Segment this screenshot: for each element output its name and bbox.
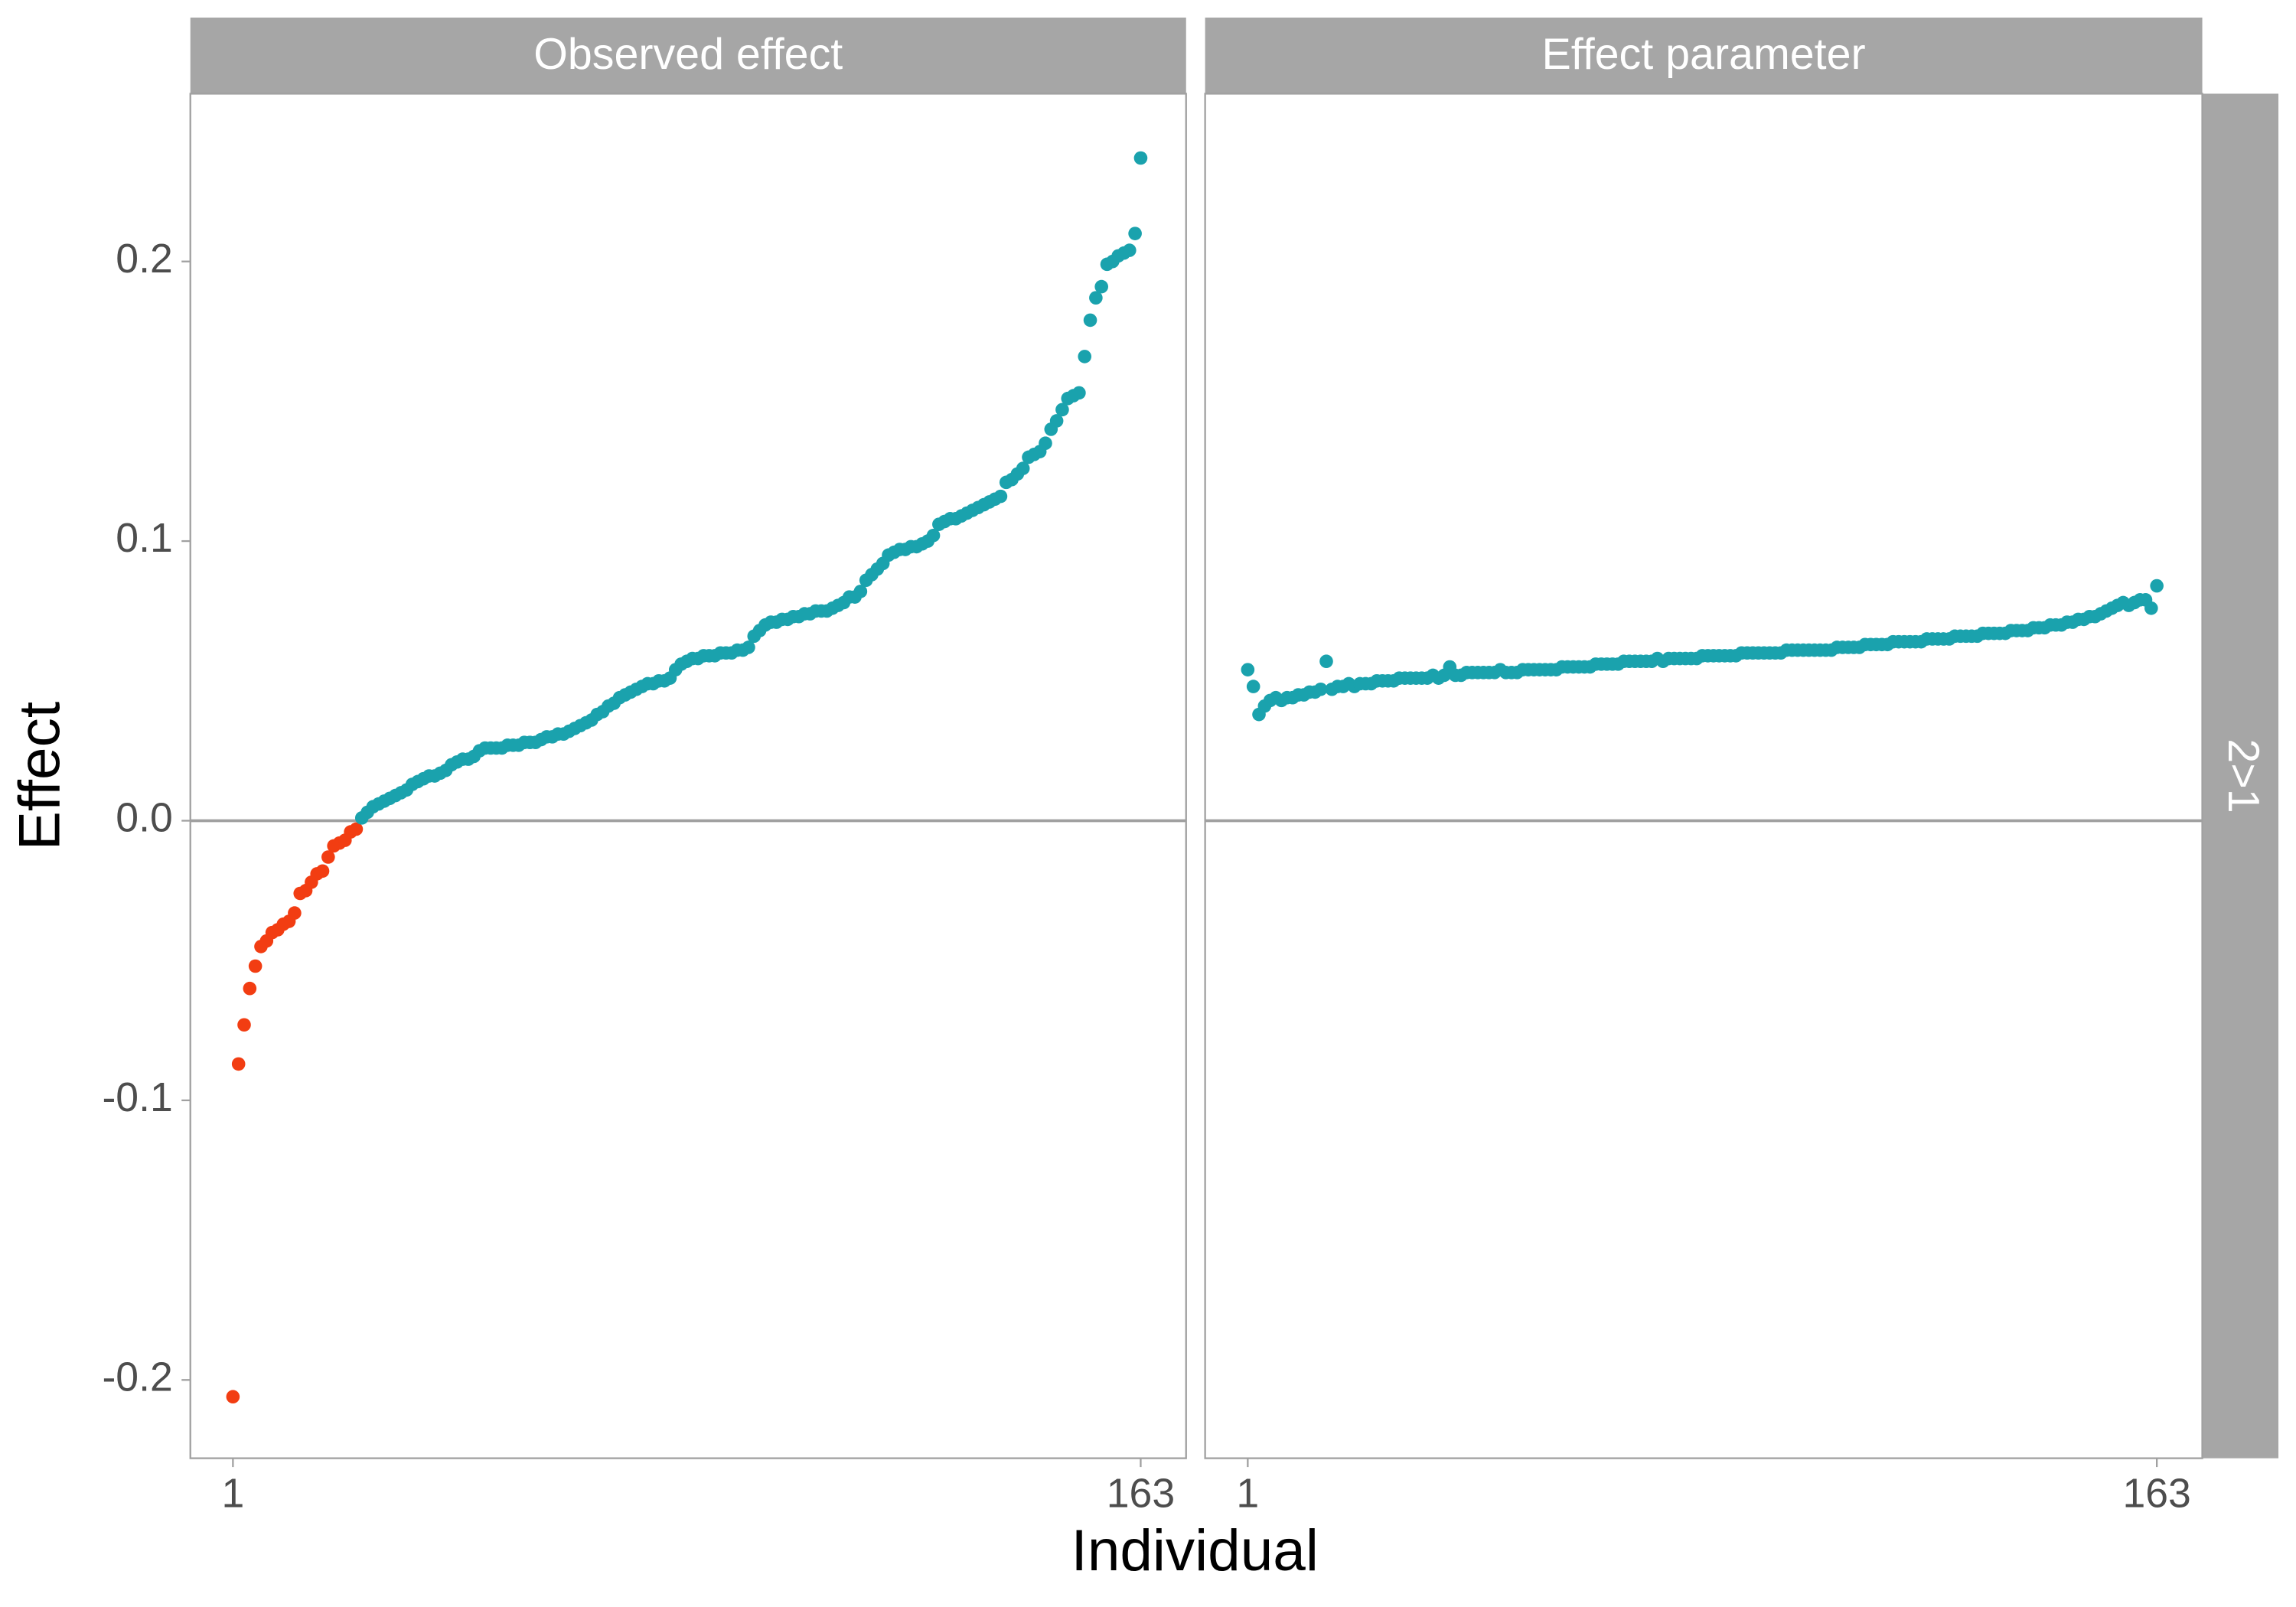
point (1246, 680, 1261, 693)
point (1072, 386, 1086, 400)
point (288, 906, 302, 920)
y-tick-label: 0.0 (116, 796, 172, 841)
point (1128, 227, 1142, 240)
point (237, 1018, 251, 1032)
point (1094, 279, 1108, 294)
point (1083, 313, 1097, 328)
point (1122, 243, 1137, 257)
point (1089, 291, 1103, 305)
point (226, 1390, 240, 1404)
point (248, 959, 263, 973)
y-tick-label: -0.2 (102, 1354, 172, 1400)
panel-border (1204, 93, 2203, 1459)
x-axis-title: Individual (1071, 1518, 1319, 1583)
point (1319, 654, 1333, 669)
point (1055, 403, 1069, 417)
panel-title: Effect parameter (1542, 30, 1866, 79)
point (1049, 414, 1064, 428)
point (2150, 579, 2164, 593)
x-tick-label: 1 (221, 1472, 244, 1517)
y-tick-label: -0.1 (102, 1075, 172, 1120)
point (315, 864, 330, 878)
point (2144, 601, 2158, 615)
panel-title: Observed effect (533, 30, 843, 79)
point (321, 850, 335, 864)
point (1078, 350, 1092, 363)
point (1241, 663, 1255, 676)
point (993, 489, 1008, 504)
point (1313, 682, 1328, 696)
point (1039, 436, 1052, 451)
strip-top (190, 17, 1186, 94)
y-tick-label: 0.2 (116, 236, 172, 282)
point (742, 641, 755, 654)
point (926, 528, 941, 543)
point (231, 1057, 246, 1071)
x-tick-label: 1 (1236, 1472, 1259, 1517)
y-tick-label: 0.1 (116, 516, 172, 561)
strip-right-label: 2>1 (2219, 738, 2268, 813)
point (853, 585, 868, 598)
strip-top (1205, 17, 2203, 94)
panel-border (189, 93, 1187, 1459)
point (1133, 151, 1148, 165)
strip-right (2202, 93, 2279, 1459)
point (1016, 461, 1030, 475)
y-axis-title: Effect (8, 702, 73, 850)
point (349, 822, 364, 836)
x-tick-label: 163 (1107, 1472, 1175, 1517)
point (243, 981, 257, 996)
x-tick-label: 163 (2122, 1472, 2190, 1517)
